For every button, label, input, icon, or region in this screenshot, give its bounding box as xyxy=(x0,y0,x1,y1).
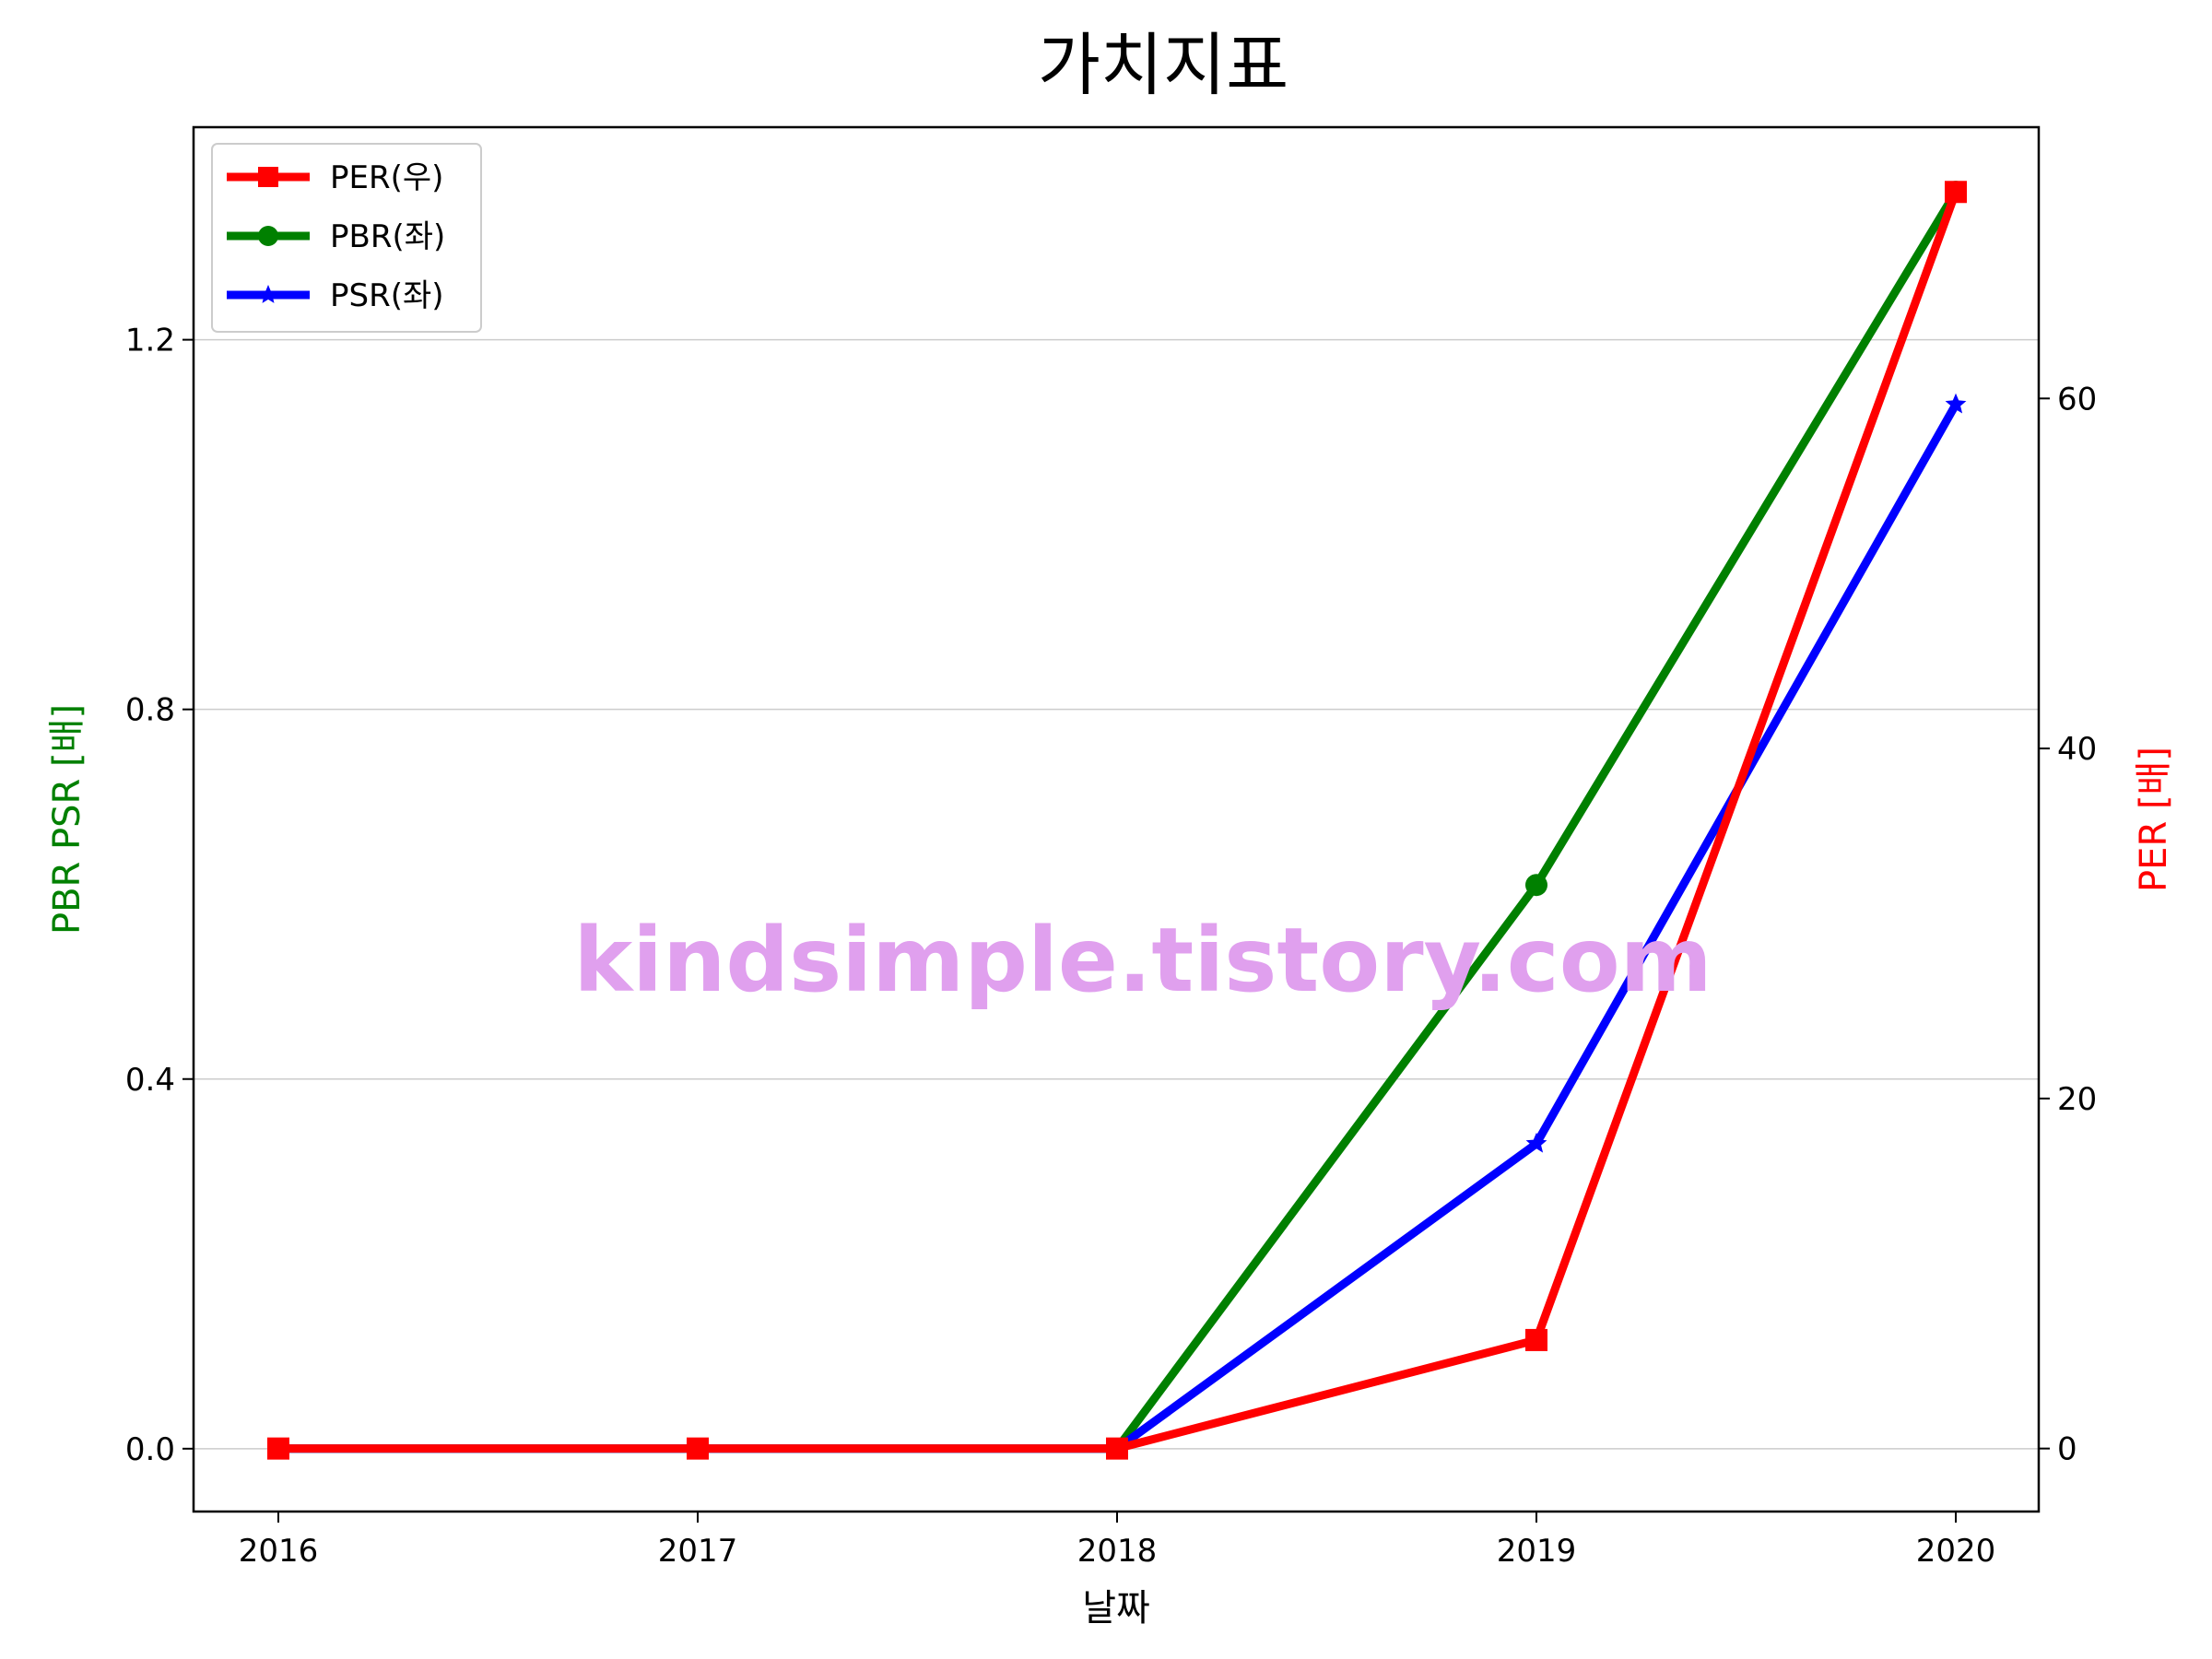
series-group xyxy=(267,181,1967,1460)
right-y-tick-label: 0 xyxy=(2057,1431,2077,1468)
x-tick-label: 2017 xyxy=(658,1533,738,1570)
data-point xyxy=(267,1437,289,1460)
data-point xyxy=(258,226,278,246)
data-point xyxy=(1525,1132,1547,1153)
right-y-tick-label: 20 xyxy=(2057,1081,2097,1118)
x-tick-label: 2016 xyxy=(239,1533,319,1570)
watermark: kindsimple.tistory.com xyxy=(573,909,1712,1012)
data-point xyxy=(1525,874,1547,897)
left-y-tick-label: 0.8 xyxy=(125,692,175,729)
data-point xyxy=(1945,393,1967,414)
legend: PER(우) PBR(좌) PSR(좌) xyxy=(211,143,482,333)
legend-entry: PSR(좌) xyxy=(227,277,444,314)
data-point xyxy=(258,285,278,303)
right-y-axis-label: PER [배] xyxy=(2133,747,2175,892)
legend-box xyxy=(211,143,482,333)
x-axis-label: 날짜 xyxy=(1082,1587,1150,1630)
legend-entry: PBR(좌) xyxy=(227,218,445,255)
x-axis: 2016 2017 2018 2019 2020 xyxy=(239,1512,1996,1570)
legend-label: PER(우) xyxy=(330,159,443,196)
data-point xyxy=(1525,1328,1547,1351)
x-tick-label: 2019 xyxy=(1497,1533,1577,1570)
x-tick-label: 2018 xyxy=(1077,1533,1158,1570)
legend-label: PSR(좌) xyxy=(330,277,444,314)
right-y-tick-label: 40 xyxy=(2057,731,2097,768)
legend-label: PBR(좌) xyxy=(330,218,445,255)
data-point xyxy=(1945,181,1967,204)
legend-entry: PER(우) xyxy=(227,159,443,196)
left-y-tick-label: 1.2 xyxy=(125,323,175,359)
data-point xyxy=(687,1437,709,1460)
left-y-axis-label: PBR PSR [배] xyxy=(46,704,88,935)
data-point xyxy=(1106,1437,1128,1460)
right-y-tick-label: 60 xyxy=(2057,381,2097,418)
chart-title: 가치지표 xyxy=(1038,26,1288,105)
left-y-axis: 0.0 0.4 0.8 1.2 xyxy=(125,323,194,1468)
right-y-axis: 0 20 40 60 xyxy=(2039,381,2097,1468)
series-square xyxy=(267,181,1967,1460)
left-y-tick-label: 0.4 xyxy=(125,1062,175,1099)
data-point xyxy=(258,167,278,187)
x-tick-label: 2020 xyxy=(1916,1533,1996,1570)
left-y-tick-label: 0.0 xyxy=(125,1431,175,1468)
